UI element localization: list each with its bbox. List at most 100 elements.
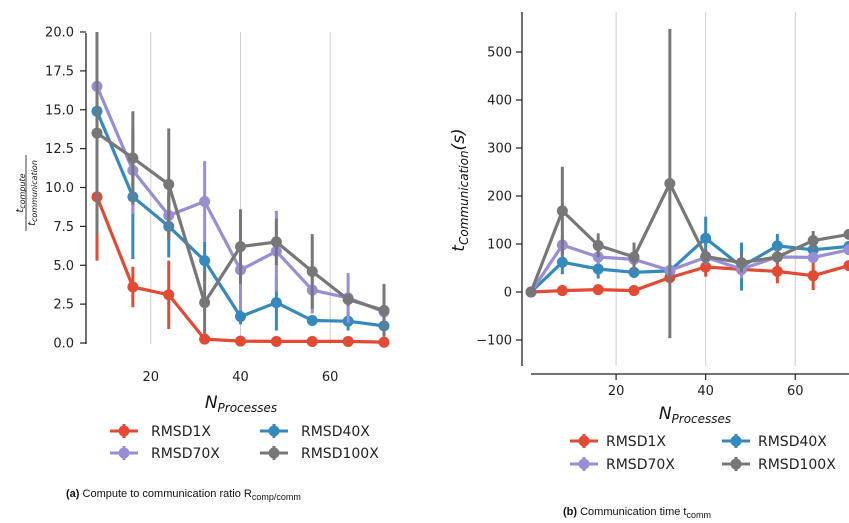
series-line (530, 264, 849, 294)
data-point (628, 266, 640, 278)
data-point (163, 178, 175, 190)
x-axis-label-left: NProcesses (205, 393, 277, 415)
data-point (771, 240, 783, 252)
x-label-main-left: N (205, 393, 218, 413)
data-point (199, 255, 211, 267)
data-point (342, 293, 354, 305)
data-point (199, 195, 211, 207)
x-label-main-right: N (659, 404, 672, 424)
legend-swatch-marker (730, 458, 742, 470)
legend-label: RMSD1X (151, 424, 211, 440)
x-ticks-left: 20 40 60 (143, 370, 339, 385)
caption-right-label: (b) (563, 506, 577, 518)
y-tick-label: 400 (487, 94, 512, 109)
legend-left: RMSD1X RMSD40X RMSD70X RMSD100X (110, 424, 379, 462)
data-point (700, 250, 712, 262)
y-tick-label: 12.5 (45, 142, 74, 157)
legend-swatch-marker (578, 458, 590, 470)
series-line (529, 181, 849, 293)
series-left (91, 32, 390, 348)
data-point (270, 297, 282, 309)
caption-right-text: Communication time t (580, 506, 686, 518)
x-tick-label: 20 (608, 384, 625, 399)
data-point (664, 178, 676, 190)
data-point (306, 335, 318, 347)
legend-item-rmsd70x: RMSD70X (570, 457, 675, 473)
y-label-numerator: t (15, 208, 26, 213)
legend-item-rmsd1x: RMSD1X (570, 434, 666, 450)
y-tick-label: 17.5 (45, 64, 74, 79)
caption-right: (b) Communication time tcomm (563, 506, 711, 520)
legend-swatch-marker (118, 425, 130, 437)
grid-right (615, 12, 796, 366)
y-label-numerator-sub: compute (18, 173, 27, 208)
y-tick-label: 500 (487, 46, 512, 61)
legend-swatch-marker (578, 435, 590, 447)
data-point (771, 251, 783, 263)
y-tick-label: 300 (487, 142, 512, 157)
caption-left-label: (a) (66, 488, 80, 500)
y-tick-label: 200 (487, 190, 512, 205)
y-tick-label: 100 (487, 238, 512, 253)
data-point (843, 244, 849, 256)
y-tick-label: 15.0 (45, 103, 74, 118)
data-point (556, 285, 568, 297)
legend-label: RMSD70X (151, 446, 220, 462)
x-label-sub-left: Processes (218, 401, 278, 415)
legend-swatch-marker (730, 435, 742, 447)
caption-left-sub: comp/comm (252, 492, 301, 502)
y-tick-label: 7.5 (53, 220, 74, 235)
y-label-denominator: t (27, 221, 38, 226)
legend-item-rmsd100x: RMSD100X (260, 446, 379, 462)
series-right (525, 28, 849, 339)
data-point (843, 228, 849, 240)
legend-item-rmsd70x: RMSD70X (110, 446, 220, 462)
y-axis-label-right: tCommunication(s) (449, 128, 471, 251)
x-axis-label-right: NProcesses (659, 404, 731, 426)
data-point (556, 256, 568, 268)
legend-label: RMSD70X (606, 457, 675, 473)
data-point (91, 127, 103, 139)
x-ticks-right: 20 40 60 (608, 374, 804, 399)
caption-right-sub: comm (686, 510, 711, 520)
legend-label: RMSD100X (758, 457, 836, 473)
series-rmsd100x (525, 28, 849, 339)
data-point (807, 235, 819, 247)
data-point (127, 152, 139, 164)
data-point (525, 286, 537, 298)
y-tick-label: 0.0 (53, 337, 74, 352)
data-point (628, 285, 640, 297)
legend-label: RMSD100X (301, 446, 379, 462)
y-ticks-left: 0.0 2.5 5.0 7.5 10.0 12.5 15.0 17.5 20.0 (45, 26, 86, 352)
legend-label: RMSD1X (606, 434, 666, 450)
legend-swatch-marker (268, 425, 280, 437)
y-label-sub-right: Communication (457, 150, 471, 245)
legend-item-rmsd100x: RMSD100X (722, 457, 836, 473)
y-label-tail-right: (s) (449, 128, 469, 150)
y-tick-label: 0 (504, 286, 512, 301)
legend-swatch-marker (268, 447, 280, 459)
series-rmsd100x (91, 32, 390, 337)
y-label-main-right: t (449, 244, 469, 252)
data-point (592, 239, 604, 251)
x-tick-label: 20 (143, 370, 160, 385)
y-ticks-right: −100 0 100 200 300 400 500 (476, 46, 522, 349)
series-line (529, 243, 849, 293)
data-point (199, 333, 211, 345)
y-tick-label: 2.5 (53, 298, 74, 313)
data-point (628, 251, 640, 263)
svg-text:tcommunication: tcommunication (27, 160, 39, 226)
y-axis-label-left: tcompute tcommunication (15, 155, 39, 231)
data-point (736, 257, 748, 269)
y-tick-label: 10.0 (45, 181, 74, 196)
legend-item-rmsd40x: RMSD40X (260, 424, 370, 440)
legend-label: RMSD40X (758, 434, 827, 450)
x-tick-label: 60 (787, 384, 804, 399)
x-tick-label: 40 (697, 384, 714, 399)
legend-swatch-marker (118, 447, 130, 459)
caption-left: (a) Compute to communication ratio Rcomp… (66, 488, 301, 502)
data-point (700, 232, 712, 244)
data-point (235, 335, 246, 347)
data-point (843, 260, 849, 272)
data-point (378, 336, 390, 348)
